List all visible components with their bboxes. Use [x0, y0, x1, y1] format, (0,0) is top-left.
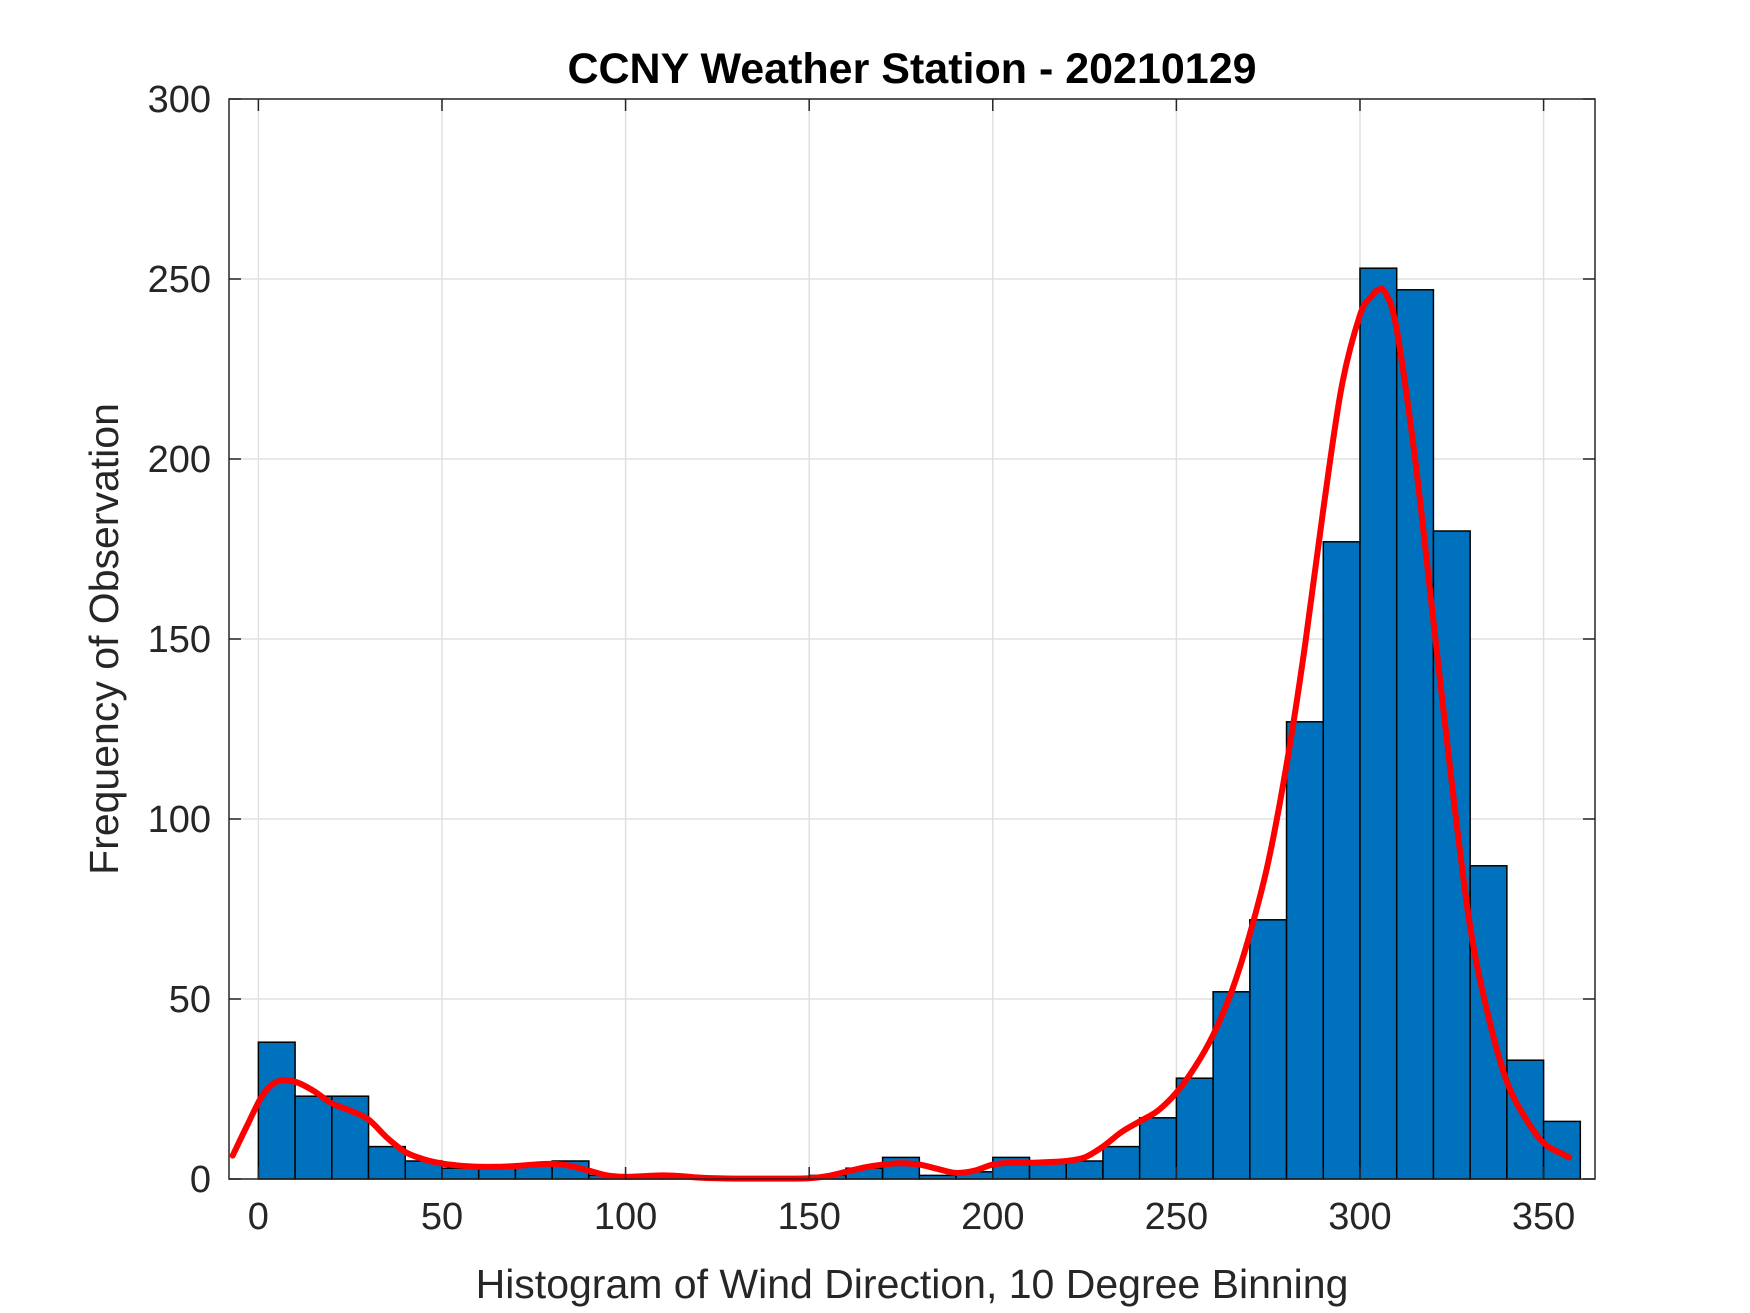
histogram-bar	[1432, 530, 1471, 1180]
y-tick-label: 150	[148, 619, 211, 661]
histogram-bar	[441, 1167, 480, 1180]
histogram-bar	[1249, 919, 1288, 1180]
histogram-bar	[1285, 721, 1325, 1180]
histogram-bar	[367, 1145, 407, 1180]
fit-curve-line	[229, 285, 1573, 1182]
histogram-bar	[1138, 1117, 1178, 1180]
x-tick-label: 300	[1328, 1196, 1391, 1238]
x-tick-label: 0	[248, 1196, 269, 1238]
histogram-bar	[294, 1095, 333, 1180]
y-tick-label: 300	[148, 79, 211, 121]
x-tick-label: 150	[777, 1196, 840, 1238]
axis-ticks	[229, 98, 1595, 1180]
x-tick-label: 350	[1512, 1196, 1575, 1238]
x-tick-label: 50	[421, 1196, 463, 1238]
x-tick-label: 200	[961, 1196, 1024, 1238]
histogram-bar	[1322, 541, 1361, 1180]
histogram-bar	[1065, 1160, 1104, 1180]
y-tick-labels: 0 50 100 150 200 250 300	[148, 79, 211, 1201]
y-tick-label: 250	[148, 259, 211, 301]
histogram-bar	[1395, 289, 1435, 1180]
histogram-bar	[257, 1041, 296, 1180]
x-tick-label: 100	[594, 1196, 657, 1238]
x-tick-label: 250	[1145, 1196, 1208, 1238]
y-tick-label: 100	[148, 799, 211, 841]
x-axis-label: Histogram of Wind Direction, 10 Degree B…	[476, 1261, 1349, 1307]
histogram-bar	[1102, 1145, 1141, 1180]
y-tick-label: 200	[148, 439, 211, 481]
chart-title: CCNY Weather Station - 20210129	[567, 45, 1256, 93]
histogram-bar	[1359, 267, 1398, 1180]
y-tick-label: 0	[190, 1159, 211, 1201]
histogram-bar	[1175, 1077, 1214, 1180]
x-tick-labels: 0 50 100 150 200 250 300 350	[248, 1196, 1575, 1238]
y-axis-label: Frequency of Observation	[81, 403, 127, 875]
y-tick-label: 50	[169, 979, 211, 1021]
